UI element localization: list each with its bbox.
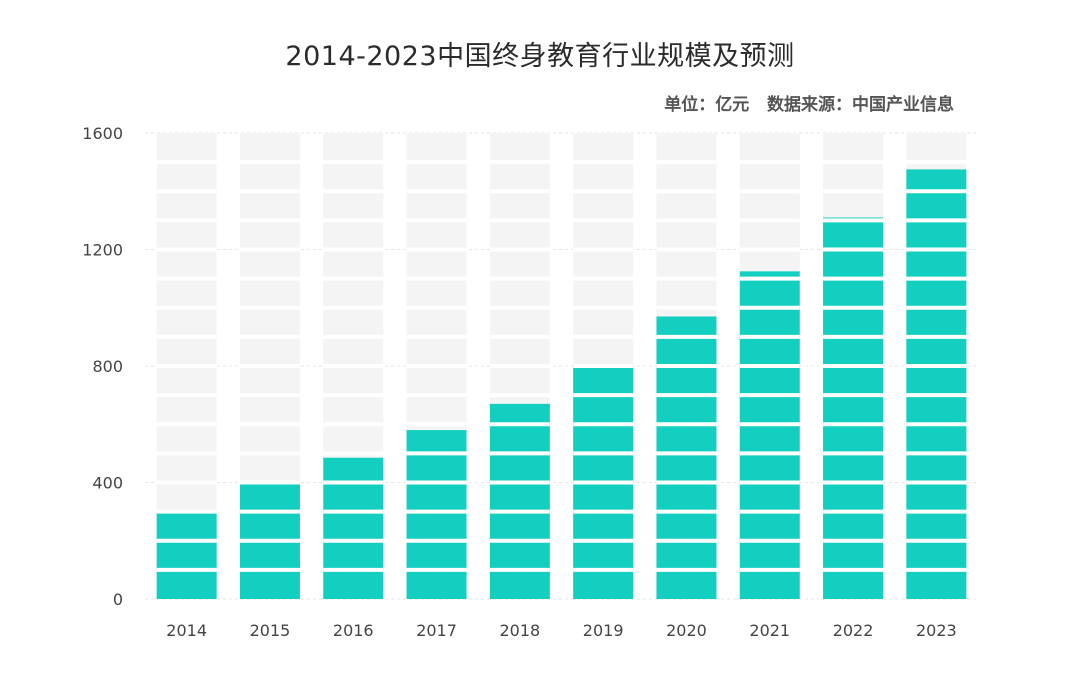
x-tick-label: 2018 (499, 621, 540, 640)
chart-title: 2014-2023中国终身教育行业规模及预测 (285, 41, 795, 72)
bar-2017 (406, 430, 467, 599)
x-tick-label: 2023 (916, 621, 957, 640)
bar-2018 (489, 403, 550, 599)
bar-2021 (739, 271, 800, 599)
y-tick-label: 0 (113, 590, 123, 609)
y-tick-label: 800 (92, 357, 123, 376)
x-tick-label: 2022 (833, 621, 874, 640)
x-tick-label: 2016 (333, 621, 374, 640)
bar-2020 (656, 316, 717, 599)
x-tick-label: 2015 (250, 621, 291, 640)
x-tick-label: 2014 (166, 621, 207, 640)
bar-2014 (156, 513, 217, 599)
x-tick-label: 2019 (583, 621, 624, 640)
y-tick-label: 1200 (82, 241, 123, 260)
y-tick-label: 400 (92, 474, 123, 493)
x-tick-label: 2017 (416, 621, 457, 640)
y-tick-label: 1600 (82, 124, 123, 143)
unit-source-note: 单位：亿元 数据来源：中国产业信息 (664, 95, 954, 115)
x-tick-label: 2020 (666, 621, 707, 640)
bar-2022 (823, 217, 884, 599)
bar-2016 (323, 457, 384, 599)
x-tick-label: 2021 (749, 621, 790, 640)
bar-2023 (906, 169, 967, 599)
